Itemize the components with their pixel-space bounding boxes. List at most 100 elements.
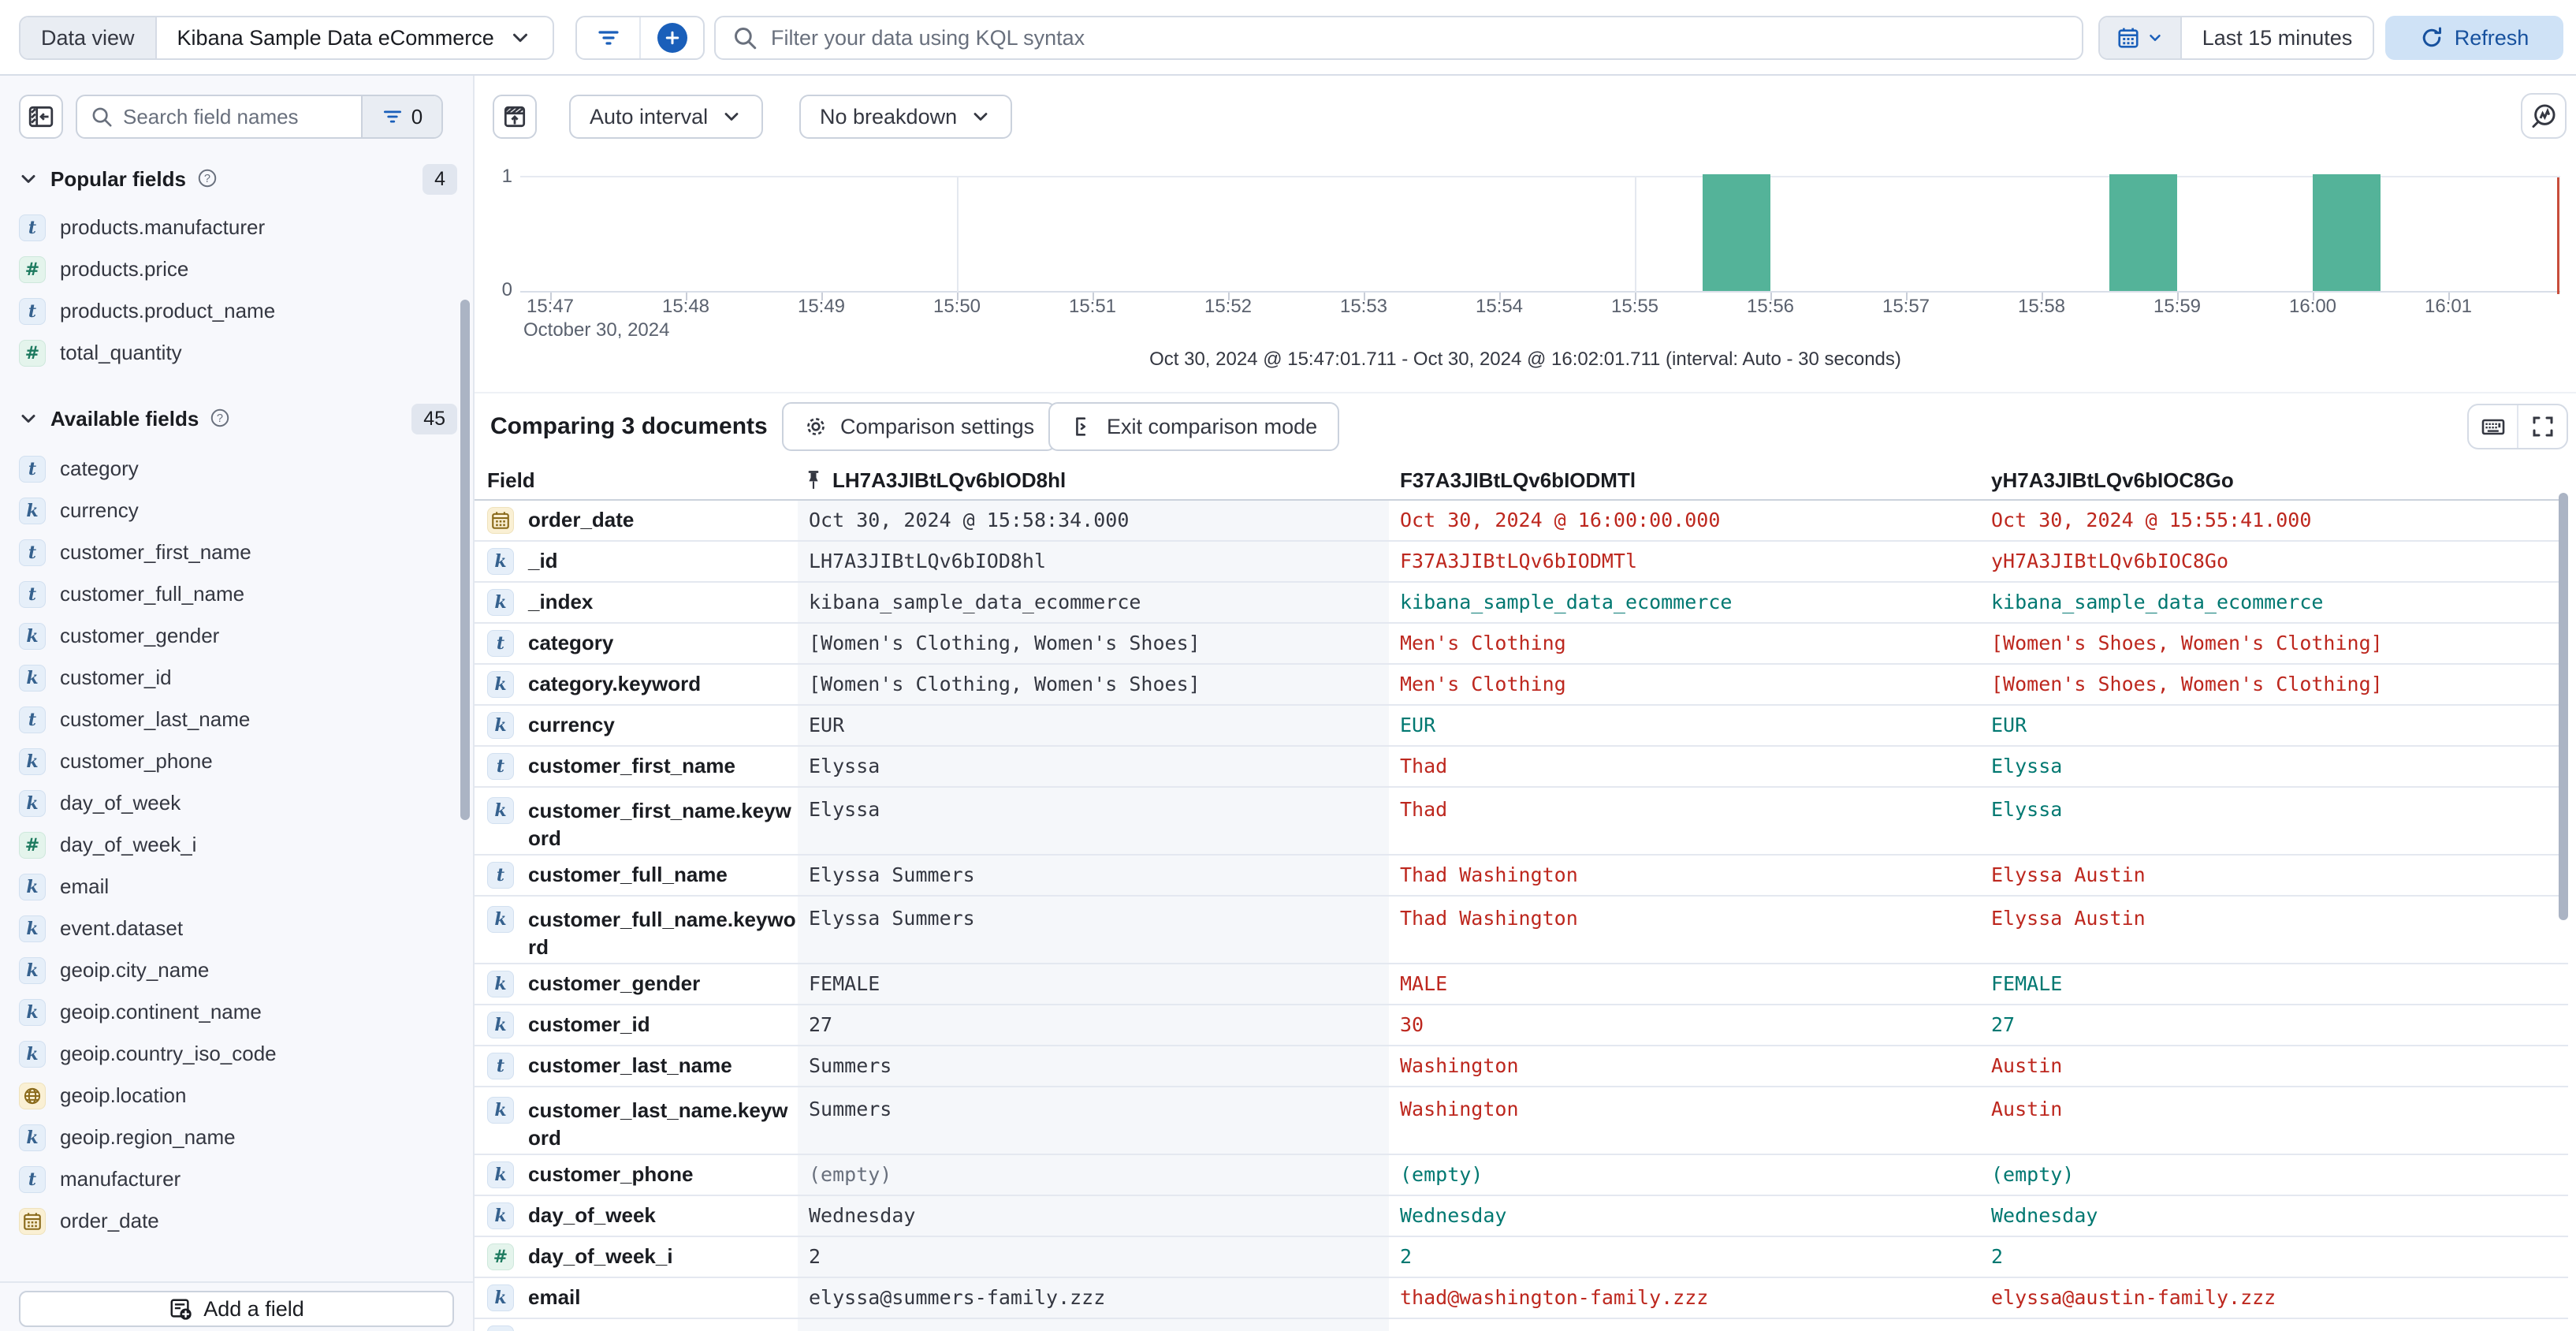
sidebar-field-item[interactable]: # products.price — [0, 248, 465, 290]
sidebar-field-item[interactable]: k customer_id — [0, 657, 465, 699]
sidebar-field-item[interactable]: t category — [0, 448, 465, 490]
field-value-cell[interactable]: Elyssa — [1991, 754, 2063, 777]
sidebar-field-item[interactable]: # total_quantity — [0, 332, 465, 374]
comparison-settings-button[interactable]: Comparison settings — [782, 402, 1057, 451]
field-name-cell[interactable]: k — [475, 1319, 798, 1331]
sidebar-field-item[interactable]: k currency — [0, 490, 465, 531]
field-value-cell[interactable]: Summers — [798, 1046, 1389, 1086]
field-name-cell[interactable]: k _index — [475, 583, 798, 622]
field-name-cell[interactable]: k customer_first_name.keyword — [475, 788, 798, 854]
field-value-cell[interactable]: elyssa@austin-family.zzz — [1991, 1285, 2276, 1309]
field-value-cell[interactable]: [Women's Shoes, Women's Clothing] — [1991, 672, 2383, 695]
field-value-cell[interactable]: FEMALE — [798, 964, 1389, 1004]
field-value-cell[interactable]: EUR — [798, 706, 1389, 745]
field-value-cell[interactable]: Oct 30, 2024 @ 16:00:00.000 — [1400, 508, 1721, 531]
field-name-cell[interactable]: k customer_id — [475, 1005, 798, 1045]
field-value-cell[interactable]: 30 — [1400, 1012, 1424, 1036]
field-value-cell[interactable]: F37A3JIBtLQv6bIODMTl — [1400, 549, 1638, 572]
sidebar-field-item[interactable]: k geoip.city_name — [0, 949, 465, 991]
sidebar-field-item[interactable]: k geoip.region_name — [0, 1117, 465, 1158]
field-value-cell[interactable]: kibana_sample_data_ecommerce — [1991, 590, 2324, 613]
field-value-cell[interactable]: EUR — [1400, 713, 1436, 736]
doc-column-header[interactable]: F37A3JIBtLQv6bIODMTl — [1400, 468, 1636, 492]
field-value-cell[interactable]: Thad — [1400, 798, 1448, 821]
field-name-cell[interactable]: k email — [475, 1278, 798, 1318]
popular-fields-header[interactable]: Popular fields ? 4 — [0, 161, 473, 197]
field-value-cell[interactable]: Thad Washington — [1400, 907, 1578, 930]
field-value-cell[interactable]: [Women's Clothing, Women's Shoes] — [798, 665, 1389, 704]
field-value-cell[interactable]: FEMALE — [1991, 971, 2063, 995]
field-value-cell[interactable]: yH7A3JIBtLQv6bIOC8Go — [1991, 549, 2229, 572]
field-name-cell[interactable]: t customer_first_name — [475, 747, 798, 786]
field-value-cell[interactable]: 27 — [798, 1005, 1389, 1045]
field-name-cell[interactable]: t category — [475, 624, 798, 663]
field-value-cell[interactable]: Summers — [798, 1087, 1389, 1154]
interval-select[interactable]: Auto interval — [569, 95, 764, 139]
field-value-cell[interactable]: (empty) — [1991, 1162, 2075, 1186]
field-value-cell[interactable]: Elyssa — [798, 788, 1389, 854]
field-value-cell[interactable]: Oct 30, 2024 @ 15:55:41.000 — [1991, 508, 2312, 531]
time-range-value[interactable]: Last 15 minutes — [2202, 25, 2353, 50]
field-value-cell[interactable]: Men's Clothing — [1400, 631, 1566, 654]
field-name-cell[interactable]: k customer_full_name.keyword — [475, 897, 798, 963]
field-value-cell[interactable]: Washington — [1400, 1053, 1519, 1077]
field-value-cell[interactable]: 2 — [1991, 1244, 2004, 1268]
sidebar-field-item[interactable]: geoip.location — [0, 1075, 465, 1117]
collapse-sidebar-button[interactable] — [19, 95, 63, 139]
sidebar-field-item[interactable]: k customer_gender — [0, 615, 465, 657]
field-value-cell[interactable]: Washington — [1400, 1098, 1519, 1120]
field-value-cell[interactable]: Wednesday — [1400, 1203, 1507, 1227]
field-value-cell[interactable] — [1980, 1319, 2568, 1331]
field-name-cell[interactable]: # day_of_week_i — [475, 1237, 798, 1277]
field-name-cell[interactable]: k currency — [475, 706, 798, 745]
field-value-cell[interactable]: Thad — [1400, 754, 1448, 777]
keyboard-shortcuts-button[interactable] — [2469, 405, 2517, 448]
field-name-cell[interactable]: k customer_gender — [475, 964, 798, 1004]
field-name-cell[interactable]: order_date — [475, 501, 798, 540]
field-name-cell[interactable]: t customer_last_name — [475, 1046, 798, 1086]
field-name-cell[interactable]: k customer_last_name.keyword — [475, 1087, 798, 1154]
add-field-button[interactable]: Add a field — [19, 1291, 454, 1327]
field-value-cell[interactable]: Elyssa — [1991, 798, 2063, 821]
sidebar-field-item[interactable]: t products.product_name — [0, 290, 465, 332]
edit-visualization-button[interactable] — [2521, 93, 2567, 139]
quick-select-menu-button[interactable] — [2100, 17, 2182, 58]
field-value-cell[interactable]: Thad Washington — [1400, 863, 1578, 886]
field-value-cell[interactable]: Wednesday — [1991, 1203, 2098, 1227]
fullscreen-button[interactable] — [2517, 405, 2567, 448]
field-value-cell[interactable]: Oct 30, 2024 @ 15:58:34.000 — [798, 501, 1389, 540]
sidebar-field-item[interactable]: k day_of_week — [0, 782, 465, 824]
field-value-cell[interactable]: LH7A3JIBtLQv6bIOD8hl — [798, 542, 1389, 581]
add-filter-button[interactable] — [639, 17, 703, 58]
field-value-cell[interactable]: Wednesday — [798, 1196, 1389, 1236]
kql-search-input[interactable]: Filter your data using KQL syntax — [714, 16, 2083, 60]
doc-column-header[interactable]: yH7A3JIBtLQv6bIOC8Go — [1991, 468, 2234, 492]
field-value-cell[interactable]: [Women's Clothing, Women's Shoes] — [798, 624, 1389, 663]
field-value-cell[interactable]: Elyssa Summers — [798, 897, 1389, 963]
field-value-cell[interactable]: (empty) — [1400, 1162, 1483, 1186]
field-value-cell[interactable]: Austin — [1991, 1098, 2063, 1120]
sidebar-field-item[interactable]: # day_of_week_i — [0, 824, 465, 866]
field-name-cell[interactable]: k category.keyword — [475, 665, 798, 704]
field-filters-button[interactable]: 0 — [361, 96, 441, 137]
field-name-cell[interactable]: k _id — [475, 542, 798, 581]
sidebar-field-item[interactable]: k geoip.country_iso_code — [0, 1033, 465, 1075]
data-view-picker[interactable]: Data view Kibana Sample Data eCommerce — [19, 16, 554, 60]
sidebar-field-item[interactable]: k customer_phone — [0, 740, 465, 782]
field-value-cell[interactable]: kibana_sample_data_ecommerce — [1400, 590, 1733, 613]
sidebar-field-item[interactable]: t customer_first_name — [0, 531, 465, 573]
sidebar-field-item[interactable]: k email — [0, 866, 465, 908]
sidebar-field-item[interactable]: t manufacturer — [0, 1158, 465, 1200]
table-scrollbar[interactable] — [2559, 493, 2568, 920]
exit-comparison-button[interactable]: Exit comparison mode — [1048, 402, 1340, 451]
histogram-bar[interactable] — [2109, 174, 2177, 291]
sidebar-field-item[interactable]: k event.dataset — [0, 908, 465, 949]
field-value-cell[interactable]: elyssa@summers-family.zzz — [798, 1278, 1389, 1318]
field-value-cell[interactable]: EUR — [1991, 713, 2027, 736]
sidebar-field-item[interactable]: k geoip.continent_name — [0, 991, 465, 1033]
sidebar-scrollbar[interactable] — [460, 300, 470, 820]
sidebar-field-item[interactable]: t customer_last_name — [0, 699, 465, 740]
field-value-cell[interactable]: 27 — [1991, 1012, 2016, 1036]
field-value-cell[interactable]: 2 — [798, 1237, 1389, 1277]
field-value-cell[interactable]: (empty) — [798, 1155, 1389, 1195]
